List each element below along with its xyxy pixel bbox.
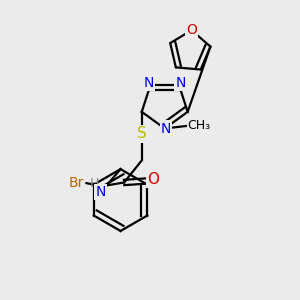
Text: N: N [95,185,106,199]
Text: S: S [137,126,147,141]
Text: H: H [89,178,99,190]
Text: CH₃: CH₃ [188,119,211,132]
Text: N: N [144,76,154,90]
Text: N: N [175,76,186,90]
Text: O: O [186,23,197,37]
Text: N: N [161,122,171,136]
Text: Br: Br [68,176,84,190]
Text: O: O [148,172,160,187]
